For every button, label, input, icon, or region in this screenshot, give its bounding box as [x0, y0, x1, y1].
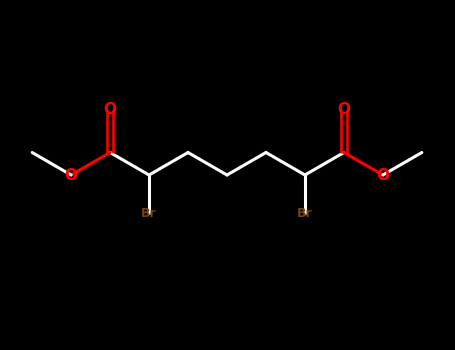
Text: Br: Br [297, 207, 313, 220]
Text: O: O [376, 168, 389, 182]
Text: Br: Br [141, 207, 157, 220]
Text: O: O [338, 102, 350, 117]
Text: O: O [104, 102, 116, 117]
Text: O: O [65, 168, 78, 182]
